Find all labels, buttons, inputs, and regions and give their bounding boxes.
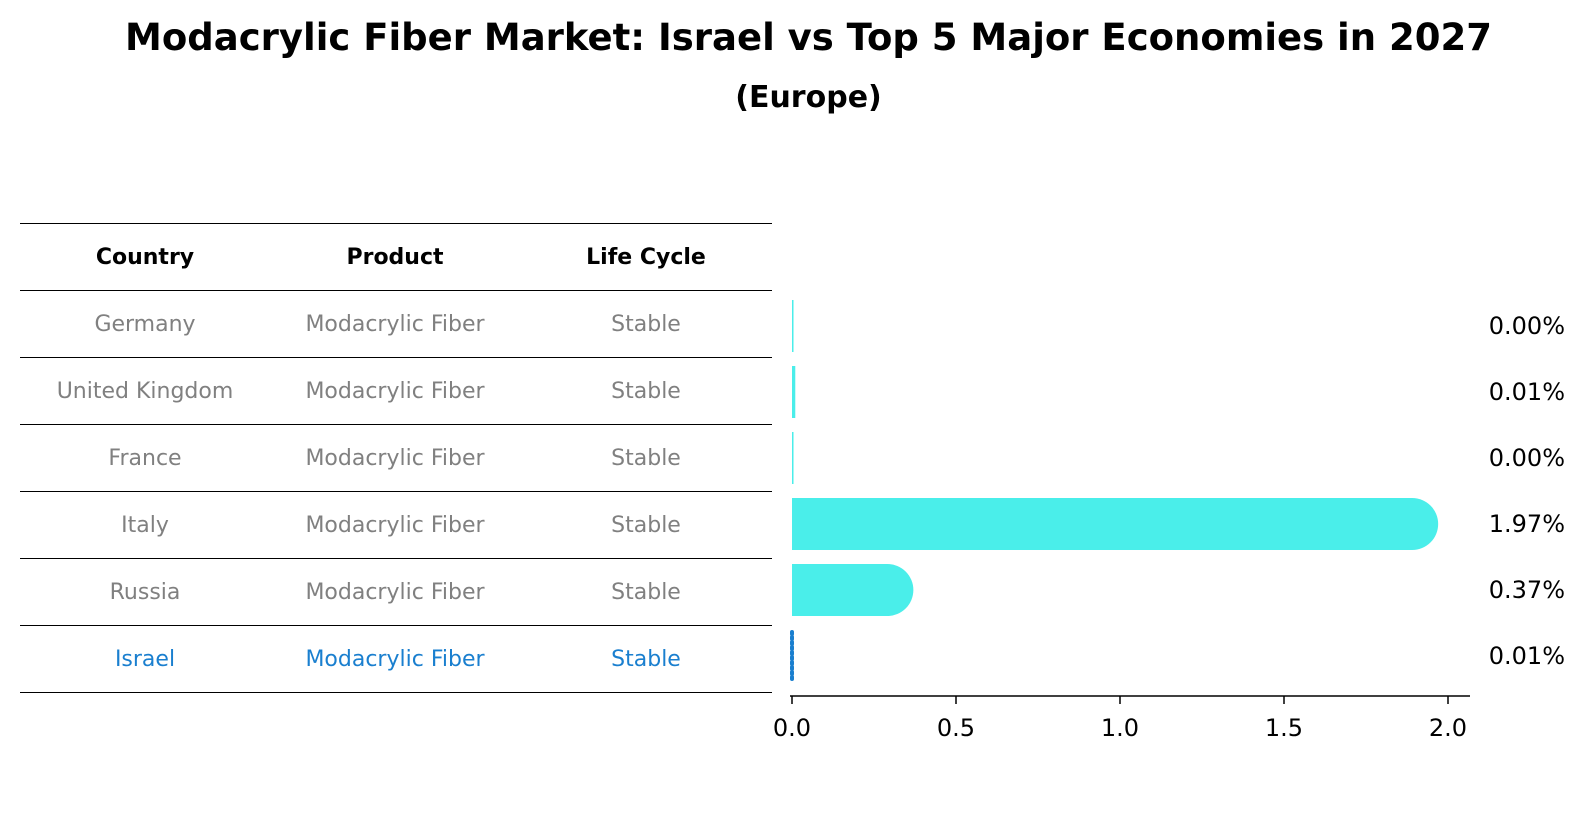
header-country: Country	[20, 223, 270, 291]
x-ticks-group: 0.0 0.5 1.0 1.5 2.0	[773, 696, 1467, 742]
cell-product: Modacrylic Fiber	[270, 290, 520, 358]
x-tick-label: 1.0	[1101, 714, 1139, 742]
bar-germany	[792, 300, 794, 352]
x-tick-label: 2.0	[1429, 714, 1467, 742]
value-label-france: 0.00%	[1489, 444, 1565, 472]
bar-russia	[792, 564, 914, 616]
cell-life-cycle: Stable	[520, 357, 772, 425]
cell-product: Modacrylic Fiber	[270, 625, 520, 693]
cell-country: Germany	[20, 290, 270, 358]
cell-life-cycle: Stable	[520, 558, 772, 626]
bar-italy	[792, 498, 1439, 550]
cell-product: Modacrylic Fiber	[270, 491, 520, 559]
x-tick-label: 0.0	[773, 714, 811, 742]
value-label-israel: 0.01%	[1489, 642, 1565, 670]
cell-life-cycle: Stable	[520, 424, 772, 492]
header-product: Product	[270, 223, 520, 291]
table-row: United Kingdom Modacrylic Fiber Stable	[20, 357, 772, 425]
value-label-italy: 1.97%	[1489, 510, 1565, 538]
cell-product: Modacrylic Fiber	[270, 424, 520, 492]
cell-country: Israel	[20, 625, 270, 693]
table-row: France Modacrylic Fiber Stable	[20, 424, 772, 492]
bars-group	[790, 300, 1439, 682]
cell-life-cycle: Stable	[520, 625, 772, 693]
table-row-highlighted: Israel Modacrylic Fiber Stable	[20, 625, 772, 693]
table-row: Russia Modacrylic Fiber Stable	[20, 558, 772, 626]
cell-product: Modacrylic Fiber	[270, 357, 520, 425]
value-label-russia: 0.37%	[1489, 576, 1565, 604]
value-label-united-kingdom: 0.01%	[1489, 378, 1565, 406]
cell-country: France	[20, 424, 270, 492]
x-tick-label: 1.5	[1265, 714, 1303, 742]
header-life-cycle: Life Cycle	[520, 223, 772, 291]
cell-country: Russia	[20, 558, 270, 626]
data-table: Country Product Life Cycle Germany Modac…	[20, 223, 772, 693]
bar-united-kingdom	[792, 366, 796, 418]
cell-country: United Kingdom	[20, 357, 270, 425]
value-labels-group: 0.00% 0.01% 0.00% 1.97% 0.37% 0.01%	[1489, 312, 1565, 670]
cell-country: Italy	[20, 491, 270, 559]
cell-product: Modacrylic Fiber	[270, 558, 520, 626]
x-tick-label: 0.5	[937, 714, 975, 742]
value-label-germany: 0.00%	[1489, 312, 1565, 340]
bar-france	[792, 432, 794, 484]
table-header-row: Country Product Life Cycle	[20, 223, 772, 291]
chart-title: Modacrylic Fiber Market: Israel vs Top 5…	[125, 16, 1492, 59]
cell-life-cycle: Stable	[520, 491, 772, 559]
cell-life-cycle: Stable	[520, 290, 772, 358]
table-row: Germany Modacrylic Fiber Stable	[20, 290, 772, 358]
table-row: Italy Modacrylic Fiber Stable	[20, 491, 772, 559]
chart-subtitle: (Europe)	[735, 80, 882, 115]
